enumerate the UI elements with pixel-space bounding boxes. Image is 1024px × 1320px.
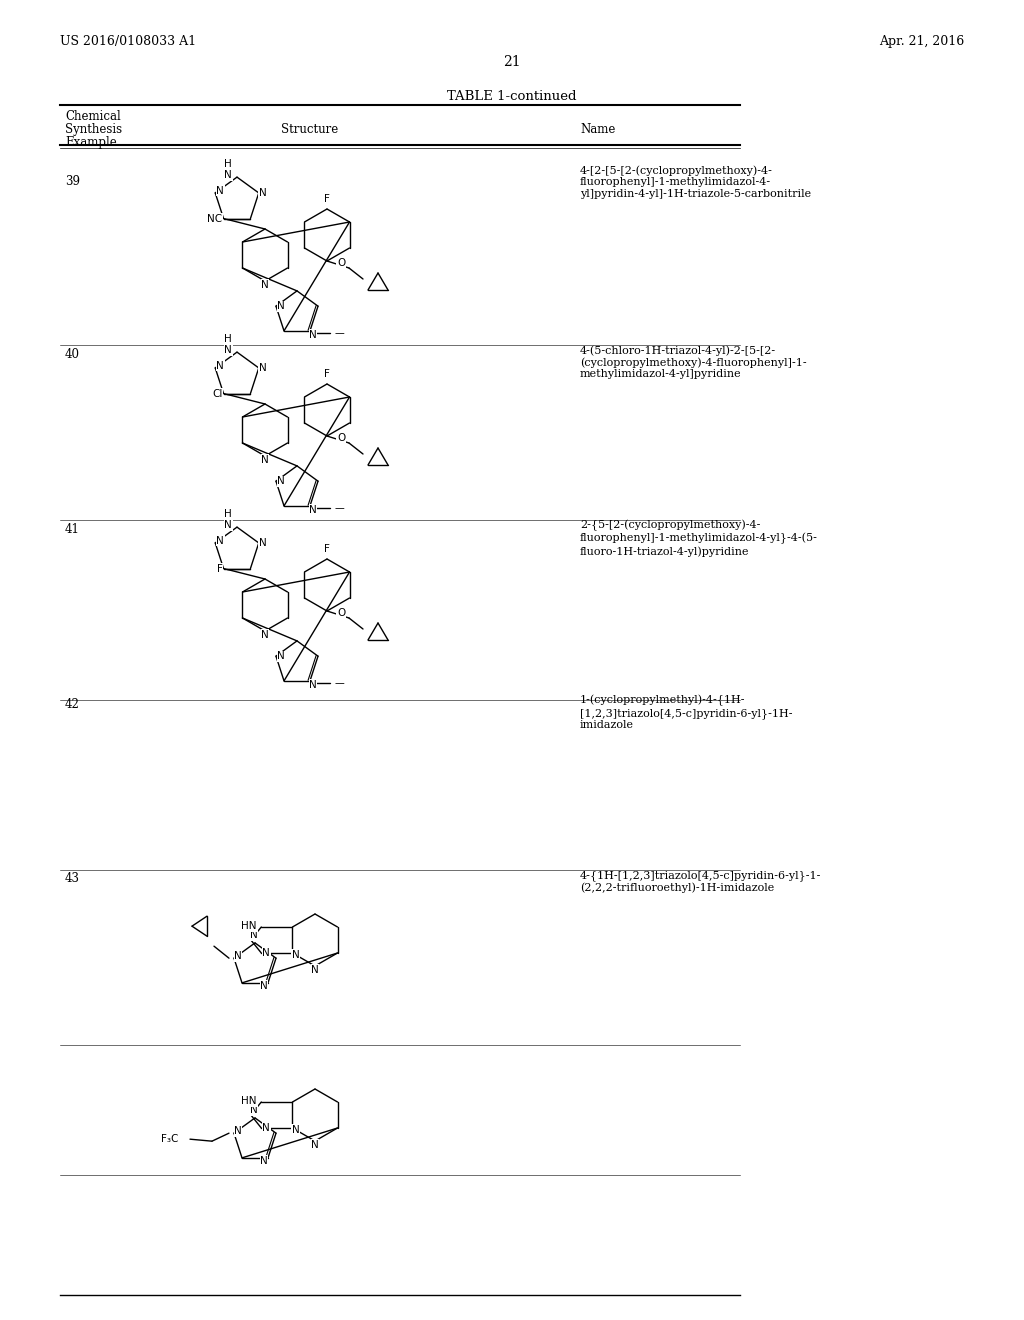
Text: 2-{5-[2-(cyclopropylmethoxy)-4-
fluorophenyl]-1-methylimidazol-4-yl}-4-(5-
fluor: 2-{5-[2-(cyclopropylmethoxy)-4- fluoroph… — [580, 520, 818, 557]
Text: 4-[2-[5-[2-(cyclopropylmethoxy)-4-
fluorophenyl]-1-methylimidazol-4-
yl]pyridin-: 4-[2-[5-[2-(cyclopropylmethoxy)-4- fluor… — [580, 165, 811, 199]
Text: N: N — [309, 504, 316, 515]
Text: N: N — [278, 301, 285, 312]
Text: Cl: Cl — [212, 388, 222, 399]
Text: 21: 21 — [503, 55, 521, 69]
Text: Chemical: Chemical — [65, 110, 121, 123]
Text: NC: NC — [207, 214, 222, 223]
Text: N: N — [224, 520, 232, 531]
Text: N: N — [234, 1126, 242, 1137]
Text: F: F — [324, 544, 330, 554]
Text: N: N — [261, 280, 269, 290]
Text: N: N — [262, 948, 270, 958]
Text: N: N — [216, 536, 224, 546]
Text: Apr. 21, 2016: Apr. 21, 2016 — [879, 36, 964, 48]
Text: N: N — [278, 651, 285, 661]
Text: H: H — [224, 334, 232, 345]
Text: N: N — [260, 981, 268, 991]
Text: N: N — [224, 345, 232, 355]
Text: N: N — [259, 187, 266, 198]
Text: O: O — [337, 609, 345, 618]
Text: N: N — [234, 952, 242, 961]
Text: N: N — [261, 455, 269, 465]
Text: O: O — [337, 257, 345, 268]
Text: N: N — [259, 363, 266, 374]
Text: H: H — [224, 510, 232, 519]
Text: Synthesis: Synthesis — [65, 123, 122, 136]
Text: N: N — [216, 186, 224, 195]
Text: 4-{1H-[1,2,3]triazolo[4,5-c]pyridin-6-yl}-1-
(2,2,2-trifluoroethyl)-1H-imidazole: 4-{1H-[1,2,3]triazolo[4,5-c]pyridin-6-yl… — [580, 870, 821, 894]
Text: N: N — [216, 360, 224, 371]
Text: Name: Name — [580, 123, 615, 136]
Text: N: N — [311, 965, 318, 975]
Text: N: N — [311, 1140, 318, 1150]
Text: 40: 40 — [65, 348, 80, 360]
Text: Structure: Structure — [282, 123, 339, 136]
Text: Example: Example — [65, 136, 117, 149]
Text: N: N — [224, 170, 232, 180]
Text: N: N — [250, 1105, 258, 1115]
Text: O: O — [337, 433, 345, 444]
Text: 41: 41 — [65, 523, 80, 536]
Text: N: N — [260, 1156, 268, 1166]
Text: —: — — [335, 503, 345, 513]
Text: N: N — [262, 1123, 270, 1133]
Text: —: — — [335, 678, 345, 688]
Text: F: F — [324, 370, 330, 379]
Text: H: H — [224, 160, 232, 169]
Text: 43: 43 — [65, 873, 80, 884]
Text: 1-(cyclopropylmethyl)-4-{1H-
[1,2,3]triazolo[4,5-c]pyridin-6-yl}-1H-
imidazole: 1-(cyclopropylmethyl)-4-{1H- [1,2,3]tria… — [580, 696, 793, 730]
Text: N: N — [292, 950, 299, 960]
Text: N: N — [309, 330, 316, 339]
Text: HN: HN — [241, 921, 257, 931]
Text: F: F — [216, 564, 222, 573]
Text: N: N — [250, 931, 258, 940]
Text: TABLE 1-continued: TABLE 1-continued — [447, 90, 577, 103]
Text: N: N — [259, 539, 266, 548]
Text: N: N — [278, 477, 285, 486]
Text: N: N — [261, 630, 269, 640]
Text: F₃C: F₃C — [161, 1134, 178, 1144]
Text: HN: HN — [241, 1096, 257, 1106]
Text: 4-(5-chloro-1H-triazol-4-yl)-2-[5-[2-
(cyclopropylmethoxy)-4-fluorophenyl]-1-
me: 4-(5-chloro-1H-triazol-4-yl)-2-[5-[2- (c… — [580, 345, 807, 379]
Text: 42: 42 — [65, 698, 80, 711]
Text: N: N — [309, 680, 316, 690]
Text: US 2016/0108033 A1: US 2016/0108033 A1 — [60, 36, 197, 48]
Text: 39: 39 — [65, 176, 80, 187]
Text: —: — — [335, 327, 345, 338]
Text: F: F — [324, 194, 330, 205]
Text: N: N — [292, 1125, 299, 1135]
